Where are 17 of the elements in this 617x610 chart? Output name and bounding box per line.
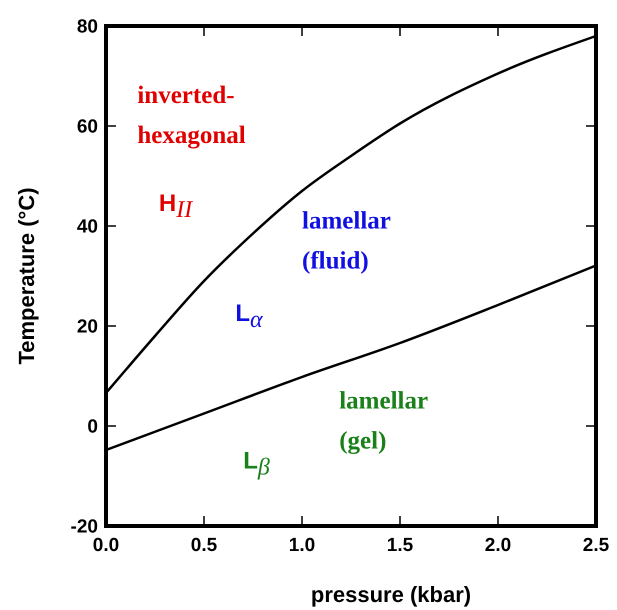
x-tick-label: 2.0 (484, 535, 512, 556)
y-axis-title: Temperature (°C) (14, 187, 39, 365)
y-tick-label: 60 (76, 116, 98, 138)
annotation: inverted- hexagonal (137, 82, 246, 149)
x-tick-label: 0.5 (190, 535, 218, 556)
annotation: lamellar (gel) (339, 388, 428, 454)
y-tick-label: 20 (76, 316, 98, 338)
x-axis-title: pressure (kbar) (310, 582, 472, 607)
y-tick-label: -20 (70, 516, 98, 538)
x-tick-label: 1.5 (386, 535, 414, 556)
y-tick-label: 40 (76, 216, 98, 238)
x-tick-label: 2.5 (582, 535, 610, 556)
x-tick-label: 0.0 (92, 535, 120, 556)
y-tick-label: 0 (87, 416, 98, 438)
annotation: lamellar (fluid) (302, 208, 391, 274)
x-tick-label: 1.0 (288, 535, 316, 556)
y-tick-label: 80 (76, 16, 98, 38)
